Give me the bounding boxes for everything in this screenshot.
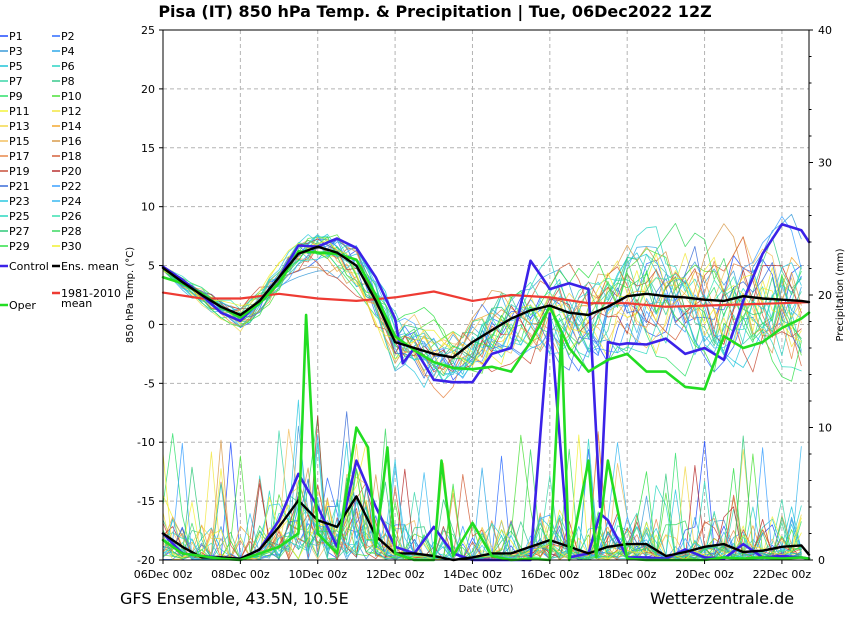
ensemble-precip-line: [162, 440, 802, 561]
legend-label: P22: [61, 180, 82, 193]
x-axis-label: Date (UTC): [459, 584, 514, 595]
legend-label: P25: [9, 210, 30, 223]
legend-label: P9: [9, 90, 23, 103]
legend-label: P19: [9, 165, 30, 178]
y2-axis-ticks: 40 30 20 10 0: [809, 24, 832, 567]
x-tick-label: 14Dec 00z: [443, 568, 502, 581]
y2-tick-label: 30: [818, 157, 832, 170]
legend-label: mean: [61, 297, 92, 310]
legend-label: P23: [9, 195, 30, 208]
ensemble-precip-line: [162, 442, 802, 561]
ensemble-precip-line: [162, 442, 802, 561]
legend-label: Control: [9, 260, 49, 273]
legend-label: P26: [61, 210, 82, 223]
ensemble-temp-line: [162, 239, 802, 373]
y-tick-label: 20: [141, 83, 155, 96]
legend: P1 P2 P3 P4 P5 P6 P7 P8 P9 P10 P11 P12 P13 P14 P15 P16 P…: [0, 30, 121, 312]
y2-tick-label: 10: [818, 422, 832, 435]
legend-label: P13: [9, 120, 30, 133]
legend-label: P1: [9, 30, 23, 43]
chart-title: Pisa (IT) 850 hPa Temp. & Precipitation …: [158, 2, 711, 22]
legend-label: 1981-2010: [61, 287, 121, 300]
y-tick-label: -15: [137, 495, 155, 508]
legend-label: P2: [61, 30, 75, 43]
legend-label: P10: [61, 90, 82, 103]
x-tick-label: 18Dec 00z: [598, 568, 657, 581]
y-tick-label: -20: [137, 554, 155, 567]
legend-label: P7: [9, 75, 23, 88]
footer-source: GFS Ensemble, 43.5N, 10.5E: [120, 589, 349, 608]
ensemble-temp-line: [162, 254, 802, 373]
series-lines: [161, 223, 811, 562]
legend-label: P21: [9, 180, 30, 193]
ens-mean-precipitation-line: [161, 495, 811, 562]
y2-tick-label: 40: [818, 24, 832, 37]
ensemble-temp-line: [162, 215, 802, 379]
legend-label: P28: [61, 225, 82, 238]
y-tick-label: 0: [148, 318, 155, 331]
1981-2010-mean-temperature-line: [161, 290, 811, 308]
ensemble-temp-line: [162, 245, 802, 359]
y-axis-label: 850 hPa Temp. (°C): [125, 247, 136, 343]
legend-label: P18: [61, 150, 82, 163]
legend-label: P20: [61, 165, 82, 178]
x-tick-label: 22Dec 00z: [753, 568, 812, 581]
y-tick-label: 10: [141, 201, 155, 214]
y-tick-label: -5: [144, 377, 155, 390]
x-tick-label: 08Dec 00z: [211, 568, 270, 581]
x-tick-label: 12Dec 00z: [366, 568, 425, 581]
x-tick-label: 10Dec 00z: [288, 568, 347, 581]
legend-label: P30: [61, 240, 82, 253]
legend-label: P12: [61, 105, 82, 118]
ensemble-precip-line: [162, 448, 802, 561]
y-axis-ticks: 25 20 15 10 5 0 -5 -10 -15 -20: [137, 24, 163, 567]
oper-temperature-line: [161, 250, 811, 391]
ensemble-precip-line: [162, 443, 802, 561]
footer-site: Wetterzentrale.de: [650, 589, 794, 608]
legend-label: P3: [9, 45, 23, 58]
legend-label: P24: [61, 195, 82, 208]
x-tick-label: 06Dec 00z: [134, 568, 193, 581]
y2-axis-label: Precipitation (mm): [835, 248, 846, 341]
ensemble-temp-line: [162, 223, 802, 377]
legend-label: P17: [9, 150, 30, 163]
x-tick-label: 20Dec 00z: [675, 568, 734, 581]
legend-label: P14: [61, 120, 82, 133]
legend-label: P16: [61, 135, 82, 148]
x-tick-label: 16Dec 00z: [521, 568, 580, 581]
x-axis-ticks: 06Dec 00z 08Dec 00z 10Dec 00z 12Dec 00z 14De…: [134, 560, 812, 581]
control-temperature-line: [161, 223, 811, 509]
y2-tick-label: 20: [818, 289, 832, 302]
legend-label: P8: [61, 75, 75, 88]
ensemble-temp-line: [162, 234, 802, 374]
legend-label: Ens. mean: [61, 260, 119, 273]
legend-label: P4: [61, 45, 75, 58]
legend-label: P6: [61, 60, 75, 73]
legend-label: P11: [9, 105, 30, 118]
ensemble-temp-line: [162, 234, 802, 371]
legend-label: P15: [9, 135, 30, 148]
ensemble-temp-line: [162, 236, 802, 365]
ens-mean-temperature-line: [161, 245, 811, 359]
y-tick-label: 15: [141, 142, 155, 155]
ensemble-temp-line: [162, 244, 802, 382]
legend-label: Oper: [9, 299, 36, 312]
y-tick-label: 5: [148, 260, 155, 273]
ensemble-precip-line: [162, 434, 802, 561]
legend-label: P29: [9, 240, 30, 253]
y2-tick-label: 0: [818, 554, 825, 567]
legend-label: P5: [9, 60, 23, 73]
y-tick-label: 25: [141, 24, 155, 37]
y-tick-label: -10: [137, 436, 155, 449]
legend-label: P27: [9, 225, 30, 238]
